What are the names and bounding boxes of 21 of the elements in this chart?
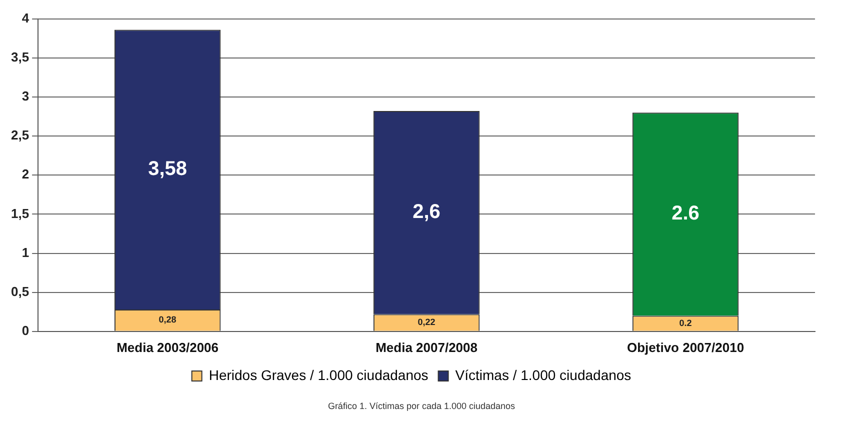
data-label: 0,22 xyxy=(418,317,436,328)
x-tick-label: Media 2007/2008 xyxy=(376,340,478,355)
x-tick-label: Objetivo 2007/2010 xyxy=(626,340,744,355)
y-tick-label: 0 xyxy=(22,322,30,338)
legend-label: Víctimas / 1.000 ciudadanos xyxy=(455,366,632,383)
y-tick-label: 2 xyxy=(22,166,30,182)
y-tick-label: 1 xyxy=(22,244,30,260)
y-tick-label: 4 xyxy=(22,10,30,26)
legend-label: Heridos Graves / 1.000 ciudadanos xyxy=(208,366,428,383)
y-tick-label: 0,5 xyxy=(10,284,30,299)
text: Gráfico 1. Víctimas por cada 1.000 ciudadanos xyxy=(326,401,516,411)
y-tick-label: 2,5 xyxy=(10,128,30,143)
data-label: 0.2 xyxy=(679,318,692,328)
x-tick-label: Media 2003/2006 xyxy=(116,340,219,355)
y-tick-label: 1,5 xyxy=(10,206,30,221)
data-label: 0,28 xyxy=(158,314,176,325)
data-label: 2.6 xyxy=(672,202,700,225)
data-label: 3,58 xyxy=(148,158,188,180)
data-label: 2,6 xyxy=(412,201,440,224)
y-tick-label: 3,5 xyxy=(10,49,30,64)
y-tick-label: 3 xyxy=(22,88,30,104)
